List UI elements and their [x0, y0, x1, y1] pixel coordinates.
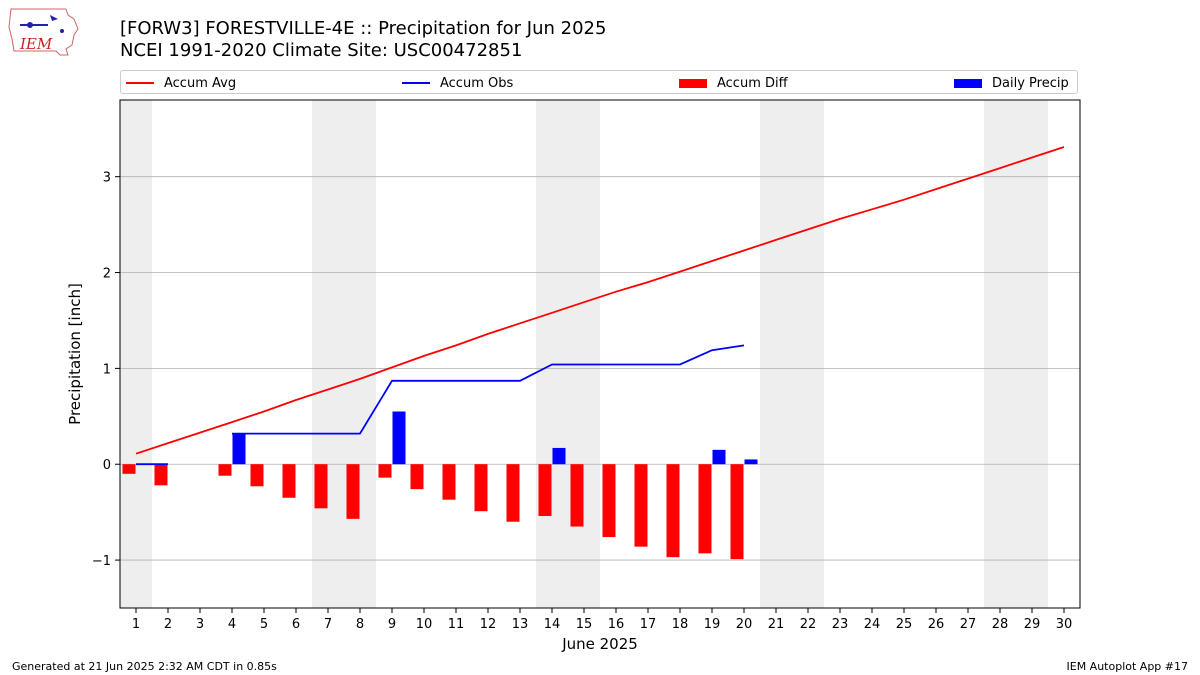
xtick-label-8: 8: [356, 617, 364, 632]
xtick-label-11: 11: [448, 617, 465, 632]
diff-bar-day-16: [602, 464, 616, 538]
y-axis-ticks: −1 0 1 2 3: [92, 171, 120, 569]
xtick-label-4: 4: [228, 617, 236, 632]
iem-logo: IEM: [8, 8, 79, 56]
xtick-label-15: 15: [576, 617, 593, 632]
diff-bar-day-20: [730, 464, 744, 560]
xtick-label-1: 1: [132, 617, 140, 632]
xtick-label-5: 5: [260, 617, 268, 632]
daily-bar-day-20: [744, 459, 758, 465]
xtick-label-19: 19: [704, 617, 721, 632]
diff-bar-day-12: [474, 464, 488, 512]
xtick-label-13: 13: [512, 617, 529, 632]
diff-bar-day-13: [506, 464, 520, 522]
weekend-shade-2: [536, 100, 600, 608]
xtick-label-25: 25: [896, 617, 913, 632]
diff-bar-day-14: [538, 464, 552, 516]
diff-bar-day-2: [154, 464, 168, 486]
accum-avg-line: [135, 146, 1065, 455]
ytick-label-3: 3: [103, 171, 111, 186]
chart-subtitle: NCEI 1991-2020 Climate Site: USC00472851: [120, 40, 523, 61]
ytick-label-2: 2: [103, 267, 111, 282]
legend-item-accum-obs: Accum Obs: [402, 74, 513, 92]
xtick-label-2: 2: [164, 617, 172, 632]
xtick-label-29: 29: [1024, 617, 1041, 632]
xtick-label-28: 28: [992, 617, 1009, 632]
weekend-shade-4: [984, 100, 1048, 608]
diff-bar-day-19: [698, 464, 712, 554]
diff-bar-day-8: [346, 464, 360, 519]
weekend-shade-0: [120, 100, 152, 608]
y-axis-label: Precipitation [inch]: [66, 283, 84, 425]
legend-label-accum-avg: Accum Avg: [164, 75, 237, 91]
diff-bar-day-1: [122, 464, 136, 474]
legend-label-daily-precip: Daily Precip: [992, 75, 1069, 91]
xtick-label-14: 14: [544, 617, 561, 632]
xtick-label-16: 16: [608, 617, 625, 632]
footer-app: IEM Autoplot App #17: [1066, 660, 1189, 673]
daily-bar-day-4: [232, 433, 246, 465]
xtick-label-20: 20: [736, 617, 753, 632]
accum-diff-bars: [122, 464, 744, 560]
xtick-label-24: 24: [864, 617, 881, 632]
legend-swatch-daily-precip: [954, 78, 982, 88]
xtick-label-9: 9: [388, 617, 396, 632]
daily-bar-day-19: [712, 449, 726, 465]
daily-bar-day-9: [392, 411, 406, 465]
diff-bar-day-6: [282, 464, 296, 498]
xtick-label-26: 26: [928, 617, 945, 632]
accum-obs-line-1: [232, 344, 745, 435]
footer-generated: Generated at 21 Jun 2025 2:32 AM CDT in …: [12, 660, 277, 673]
diff-bar-day-7: [314, 464, 328, 509]
xtick-label-6: 6: [292, 617, 300, 632]
daily-precip-bars: [232, 411, 758, 465]
grid-lines: [120, 176, 1080, 561]
legend-swatch-accum-diff: [679, 78, 707, 88]
chart-title: [FORW3] FORESTVILLE-4E :: Precipitation …: [120, 18, 607, 39]
ytick-label-1: 1: [103, 362, 111, 377]
xtick-label-7: 7: [324, 617, 332, 632]
xtick-label-23: 23: [832, 617, 849, 632]
diff-bar-day-11: [442, 464, 456, 500]
diff-bar-day-18: [666, 464, 680, 558]
legend-swatch-accum-obs: [402, 82, 430, 84]
x-axis-ticks: 1 2 3 4 5 6 7 8 9 10 11 12 13 14 15 16 17 18 19 20 21 22 23 24 2…: [132, 608, 1072, 632]
weekend-shading: [120, 100, 1048, 608]
ytick-label-0: 0: [103, 458, 111, 473]
diff-bar-day-5: [250, 464, 264, 487]
plot-frame: [119, 99, 1081, 609]
legend-swatch-accum-avg: [126, 82, 154, 84]
accum-lines: [135, 146, 1065, 466]
diff-bar-day-4: [218, 464, 232, 476]
xtick-label-27: 27: [960, 617, 977, 632]
legend-item-accum-diff: Accum Diff: [679, 74, 788, 92]
x-axis-label: June 2025: [561, 635, 638, 653]
xtick-label-30: 30: [1056, 617, 1073, 632]
diff-bar-day-17: [634, 464, 648, 547]
daily-bar-day-14: [552, 447, 566, 465]
weekend-shade-1: [312, 100, 376, 608]
diff-bar-day-9: [378, 464, 392, 478]
xtick-label-10: 10: [416, 617, 433, 632]
ytick-label--1: −1: [92, 554, 111, 569]
weekend-shade-3: [760, 100, 824, 608]
svg-text:IEM: IEM: [19, 35, 53, 53]
xtick-label-17: 17: [640, 617, 657, 632]
xtick-label-12: 12: [480, 617, 497, 632]
xtick-label-21: 21: [768, 617, 785, 632]
xtick-label-3: 3: [196, 617, 204, 632]
xtick-label-18: 18: [672, 617, 689, 632]
legend: Accum Avg Accum Obs Accum Diff Daily Pre…: [120, 70, 1078, 94]
legend-label-accum-obs: Accum Obs: [440, 75, 514, 91]
diff-bar-day-10: [410, 464, 424, 490]
legend-item-daily-precip: Daily Precip: [954, 74, 1069, 92]
legend-item-accum-avg: Accum Avg: [126, 74, 236, 92]
xtick-label-22: 22: [800, 617, 817, 632]
diff-bar-day-15: [570, 464, 584, 527]
legend-label-accum-diff: Accum Diff: [717, 75, 788, 91]
